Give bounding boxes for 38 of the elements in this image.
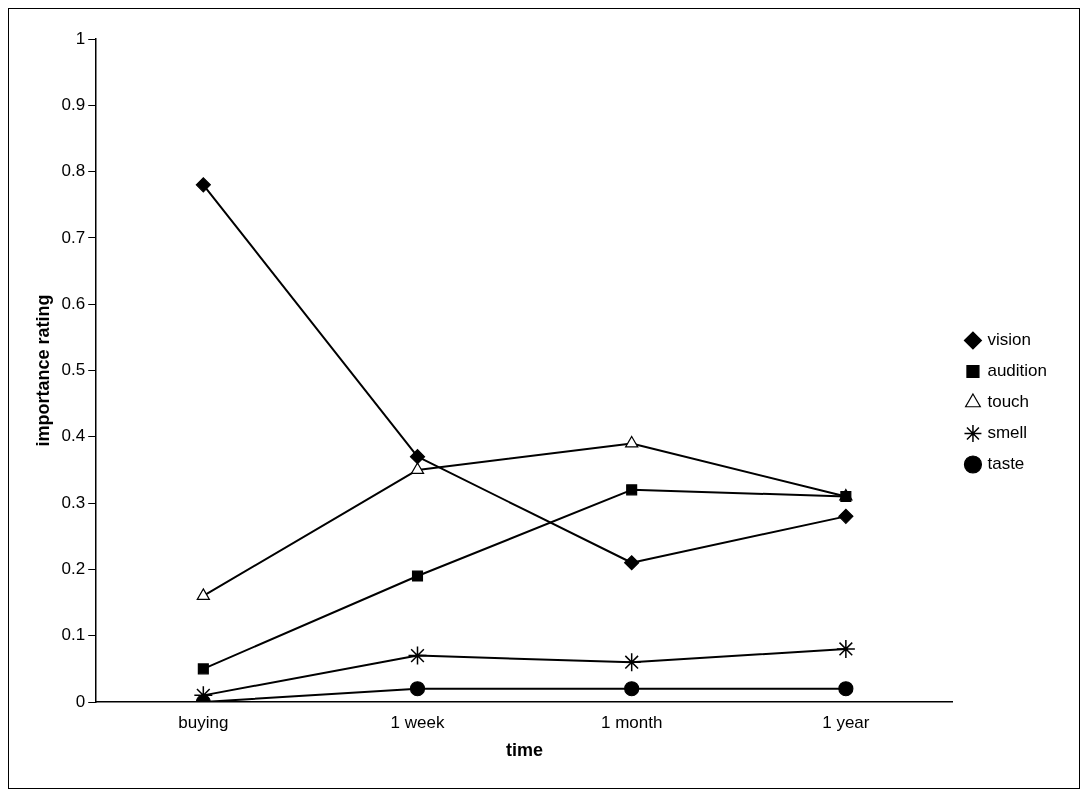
point bbox=[624, 681, 640, 697]
point bbox=[409, 449, 426, 465]
point bbox=[625, 435, 639, 448]
x-tick-label: 1 month bbox=[600, 712, 663, 732]
legend-label: smell bbox=[987, 423, 1028, 443]
y-tick-label: 0.4 bbox=[61, 426, 86, 446]
y-axis-title: importance rating bbox=[32, 294, 53, 447]
point bbox=[838, 508, 854, 524]
x-tick-label: 1 year bbox=[822, 712, 870, 732]
point bbox=[626, 484, 638, 496]
legend-label: touch bbox=[987, 392, 1030, 412]
point bbox=[836, 639, 856, 659]
y-tick-label: 0.9 bbox=[61, 94, 86, 114]
point bbox=[407, 645, 428, 666]
x-axis-title: time bbox=[506, 740, 544, 761]
y-tick-label: 0.5 bbox=[61, 360, 86, 380]
x-tick-label: buying bbox=[178, 712, 229, 732]
point bbox=[195, 177, 211, 193]
y-tick-label: 1 bbox=[75, 28, 86, 48]
point bbox=[621, 652, 642, 672]
legend-label: audition bbox=[987, 361, 1048, 381]
y-tick-label: 0.2 bbox=[61, 559, 86, 579]
y-tick-label: 0.1 bbox=[61, 625, 86, 645]
point bbox=[410, 462, 425, 475]
legend-label: vision bbox=[987, 330, 1031, 350]
y-tick-label: 0.6 bbox=[61, 293, 86, 313]
point bbox=[197, 663, 209, 675]
point bbox=[196, 588, 210, 601]
y-tick-label: 0.3 bbox=[61, 492, 86, 512]
legend-label: taste bbox=[987, 454, 1025, 474]
y-tick-label: 0.7 bbox=[61, 227, 86, 247]
x-tick-label: 1 week bbox=[390, 712, 445, 732]
y-tick-label: 0 bbox=[75, 691, 86, 711]
point bbox=[411, 570, 424, 582]
point bbox=[624, 555, 640, 571]
point bbox=[409, 681, 426, 697]
point bbox=[838, 681, 854, 697]
y-tick-label: 0.8 bbox=[61, 161, 86, 181]
